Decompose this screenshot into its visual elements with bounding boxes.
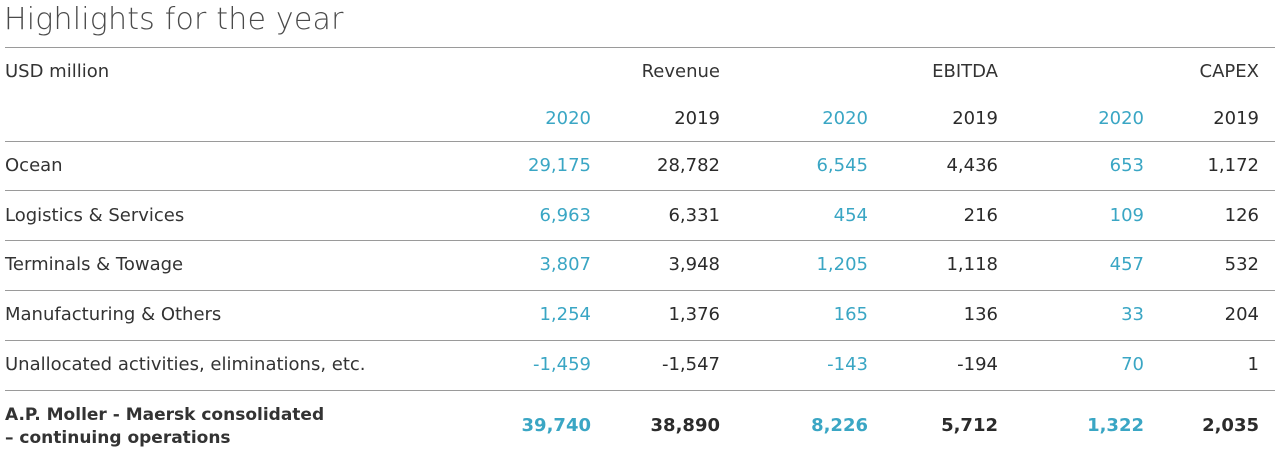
table-cell: 1,205 [816,254,868,275]
total-rule [5,390,1275,391]
total-cell: 8,226 [811,415,868,436]
table-cell: 1,254 [539,304,591,325]
year-header: 2020 [822,108,868,129]
page-title: Highlights for the year [4,2,344,37]
total-cell: 39,740 [521,415,591,436]
table-cell: 457 [1109,254,1144,275]
table-cell: 165 [833,304,868,325]
total-label-line1: A.P. Moller - Maersk consolidated [5,405,325,425]
table-cell: -1,547 [661,354,720,375]
table-cell: 1,172 [1207,155,1259,176]
row-label: Unallocated activities, eliminations, et… [5,354,366,375]
year-header: 2020 [545,108,591,129]
group-header-capex: CAPEX [1199,61,1259,82]
table-cell: 454 [833,205,868,226]
table-cell: 1,376 [668,304,720,325]
table-cell: 6,963 [539,205,591,226]
header-rule [5,141,1275,142]
year-header: 2019 [1213,108,1259,129]
row-rule [5,190,1275,191]
table-cell: 109 [1109,205,1144,226]
table-cell: 28,782 [657,155,720,176]
table-cell: 216 [963,205,998,226]
table-cell: 6,545 [816,155,868,176]
row-rule [5,340,1275,341]
year-header: 2019 [674,108,720,129]
table-cell: 29,175 [528,155,591,176]
row-rule [5,290,1275,291]
title-rule [5,47,1275,48]
row-label: Ocean [5,155,63,176]
row-label: Manufacturing & Others [5,304,222,325]
table-cell: 4,436 [946,155,998,176]
total-label-line2: – continuing operations [5,428,231,448]
table-cell: 1,118 [946,254,998,275]
total-cell: 38,890 [650,415,720,436]
unit-label: USD million [5,61,110,82]
table-cell: -143 [827,354,868,375]
table-cell: 204 [1224,304,1259,325]
table-cell: 126 [1224,205,1259,226]
year-header: 2020 [1098,108,1144,129]
table-cell: 1 [1247,354,1259,375]
table-cell: 6,331 [668,205,720,226]
table-cell: 136 [963,304,998,325]
year-header: 2019 [952,108,998,129]
group-header-ebitda: EBITDA [932,61,998,82]
total-cell: 5,712 [941,415,998,436]
group-header-revenue: Revenue [641,61,720,82]
table-cell: -1,459 [532,354,591,375]
table-cell: 3,807 [539,254,591,275]
total-cell: 1,322 [1087,415,1144,436]
table-cell: 70 [1121,354,1144,375]
row-rule [5,240,1275,241]
table-cell: 3,948 [668,254,720,275]
total-cell: 2,035 [1202,415,1259,436]
table-cell: 532 [1224,254,1259,275]
table-cell: 33 [1121,304,1144,325]
table-cell: 653 [1109,155,1144,176]
row-label: Terminals & Towage [5,254,184,275]
table-cell: -194 [957,354,998,375]
row-label: Logistics & Services [5,205,185,226]
